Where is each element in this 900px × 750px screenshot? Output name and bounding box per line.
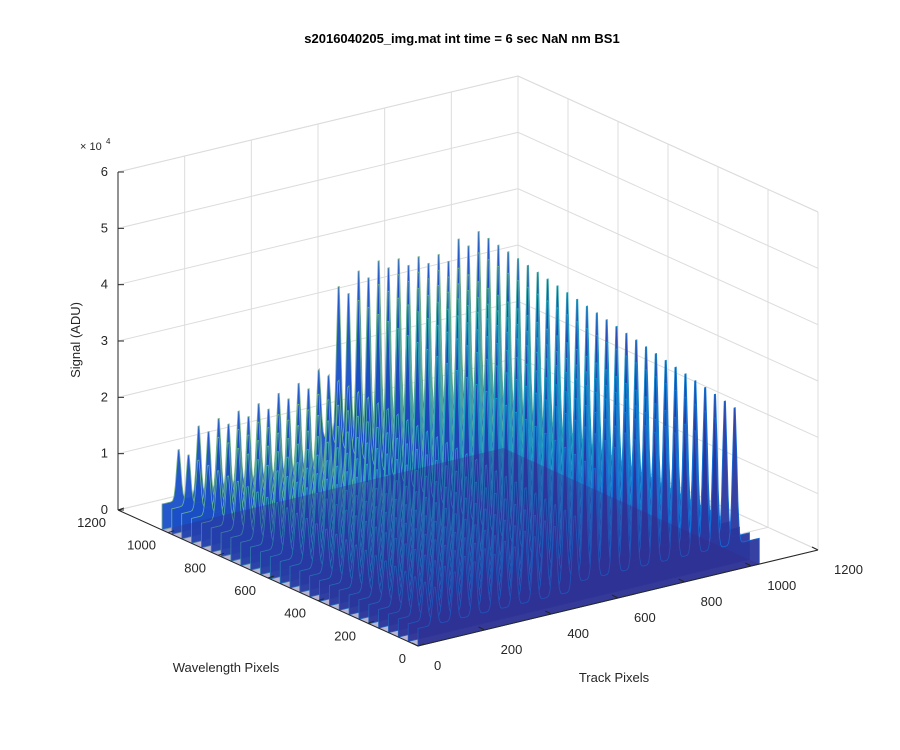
y-tick <box>367 620 375 624</box>
z-exponent-base: × 10 <box>80 141 102 153</box>
x-tick-label: 800 <box>701 594 723 609</box>
y-tick-label: 1000 <box>127 538 156 553</box>
z-tick-label: 1 <box>101 446 108 461</box>
x-tick <box>545 610 552 615</box>
x-tick-label: 200 <box>501 642 523 657</box>
y-axis-label: Wavelength Pixels <box>173 660 280 675</box>
grid-line <box>117 244 819 382</box>
surface-plot <box>161 230 760 647</box>
x-tick <box>411 642 419 647</box>
x-tick <box>678 578 685 583</box>
y-tick-label: 800 <box>184 560 206 575</box>
grid-line <box>117 188 819 326</box>
chart-title: s2016040205_img.mat int time = 6 sec NaN… <box>304 31 619 46</box>
y-tick-label: 600 <box>234 583 256 598</box>
z-tick-label: 0 <box>101 502 108 517</box>
y-tick <box>117 507 125 511</box>
z-exponent-power: 4 <box>106 137 111 146</box>
z-tick-label: 5 <box>101 220 108 235</box>
surface-floor <box>162 448 760 646</box>
x-tick-label: 1200 <box>834 562 863 577</box>
grid-line <box>117 75 819 213</box>
x-tick <box>811 546 819 551</box>
surface-strip <box>417 407 760 647</box>
x-tick <box>611 594 619 599</box>
z-tick-label: 2 <box>101 389 108 404</box>
z-tick-label: 3 <box>101 333 108 348</box>
y-tick <box>417 643 425 647</box>
x-tick-label: 0 <box>434 658 441 673</box>
z-tick-label: 6 <box>101 164 108 179</box>
y-tick-label: 0 <box>399 651 406 666</box>
y-tick-label: 400 <box>284 606 306 621</box>
z-axis-label: Signal (ADU) <box>68 302 83 378</box>
grid-line <box>117 131 819 269</box>
x-tick-label: 1000 <box>767 578 796 593</box>
x-tick <box>478 626 485 631</box>
x-tick-label: 400 <box>567 626 589 641</box>
x-tick-label: 600 <box>634 610 656 625</box>
tick-labels: 0123456020040060080010001200020040060080… <box>77 164 863 673</box>
y-tick-label: 200 <box>334 628 356 643</box>
z-tick-label: 4 <box>101 277 108 292</box>
x-axis-label: Track Pixels <box>579 670 650 685</box>
y-tick <box>167 530 175 534</box>
y-tick-label: 1200 <box>77 515 106 530</box>
axes-lines <box>117 171 819 647</box>
y-tick <box>317 598 325 602</box>
y-tick <box>217 552 225 556</box>
x-tick <box>745 562 752 567</box>
y-tick <box>267 575 275 579</box>
